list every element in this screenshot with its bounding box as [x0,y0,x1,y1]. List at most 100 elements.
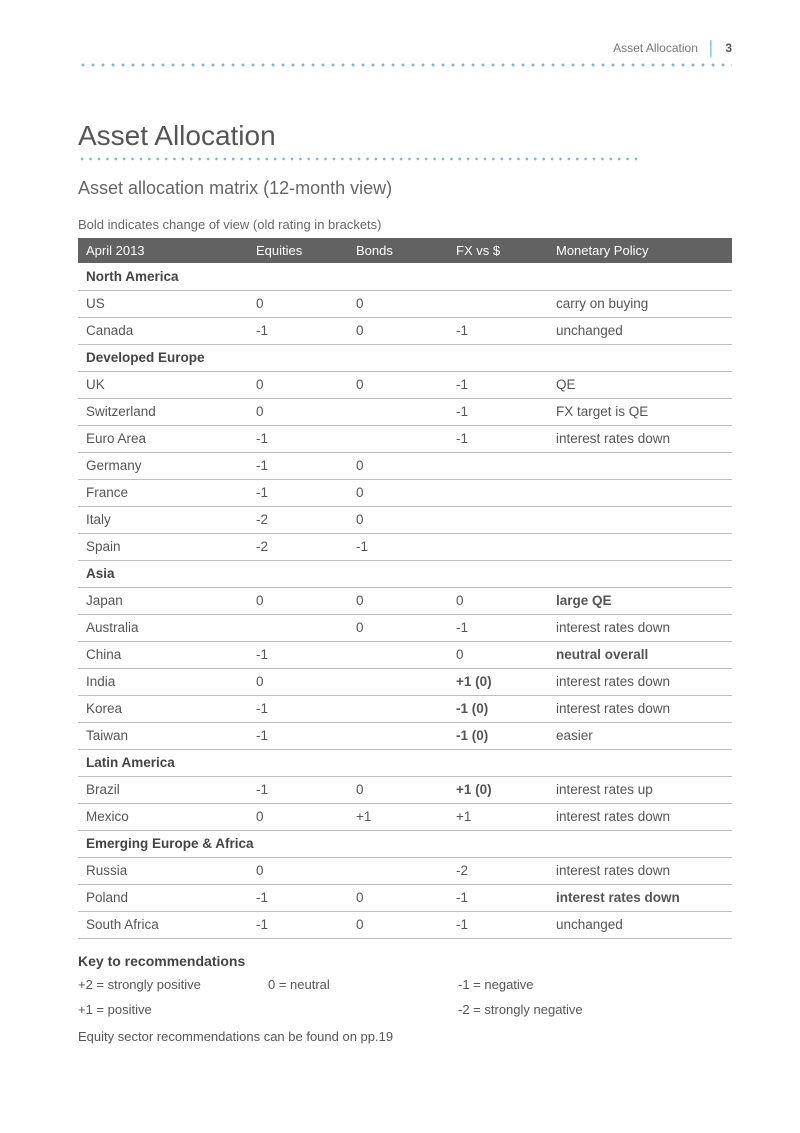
table-row: Poland-10-1interest rates down [78,884,732,911]
cell-fx [448,533,548,560]
key-item: +2 = strongly positive [78,977,268,992]
cell-mp: large QE [548,587,732,614]
cell-country: Germany [78,452,248,479]
cell-country: China [78,641,248,668]
cell-equities: -1 [248,317,348,344]
table-row: France-10 [78,479,732,506]
cell-fx [448,452,548,479]
cell-bonds [348,425,448,452]
cell-fx: -1 (0) [448,722,548,749]
key-item: -2 = strongly negative [458,1002,732,1017]
cell-country: UK [78,371,248,398]
table-row: Mexico0+1+1interest rates down [78,803,732,830]
dotted-rule-title [78,156,638,162]
th-equities: Equities [248,238,348,263]
cell-bonds [348,398,448,425]
cell-equities: 0 [248,857,348,884]
cell-equities: 0 [248,290,348,317]
cell-country: Australia [78,614,248,641]
cell-country: Russia [78,857,248,884]
cell-equities: 0 [248,587,348,614]
cell-equities: -2 [248,533,348,560]
cell-fx: -1 [448,317,548,344]
cell-mp: interest rates down [548,668,732,695]
cell-fx: -2 [448,857,548,884]
cell-country: Italy [78,506,248,533]
cell-bonds: 0 [348,884,448,911]
region-row: Emerging Europe & Africa [78,830,732,857]
table-row: Italy-20 [78,506,732,533]
table-head: April 2013 Equities Bonds FX vs $ Moneta… [78,238,732,263]
cell-mp: FX target is QE [548,398,732,425]
cell-mp [548,479,732,506]
cell-equities: -1 [248,722,348,749]
cell-equities: -1 [248,884,348,911]
cell-fx: -1 [448,614,548,641]
cell-bonds: 0 [348,452,448,479]
th-fx: FX vs $ [448,238,548,263]
region-label: Developed Europe [78,344,732,371]
cell-mp: interest rates down [548,425,732,452]
cell-mp: easier [548,722,732,749]
cell-fx: -1 [448,884,548,911]
cell-mp: unchanged [548,317,732,344]
table-row: India0+1 (0)interest rates down [78,668,732,695]
table-body: North AmericaUS00carry on buyingCanada-1… [78,263,732,938]
cell-country: Taiwan [78,722,248,749]
region-label: North America [78,263,732,290]
page-subtitle: Asset allocation matrix (12-month view) [78,178,732,199]
cell-mp [548,533,732,560]
cell-fx [448,506,548,533]
region-row: Developed Europe [78,344,732,371]
key-item: 0 = neutral [268,977,458,992]
cell-country: Spain [78,533,248,560]
table-row: Japan000large QE [78,587,732,614]
cell-fx [448,290,548,317]
cell-bonds [348,857,448,884]
table-row: Russia0 -2interest rates down [78,857,732,884]
cell-equities: -1 [248,479,348,506]
cell-bonds: 0 [348,776,448,803]
cell-country: Euro Area [78,425,248,452]
table-row: Germany-10 [78,452,732,479]
key-section: Key to recommendations +2 = strongly pos… [78,953,732,1044]
cell-mp [548,452,732,479]
key-footnote: Equity sector recommendations can be fou… [78,1029,732,1044]
key-heading: Key to recommendations [78,953,732,969]
cell-mp: interest rates down [548,803,732,830]
region-row: Asia [78,560,732,587]
cell-bonds [348,641,448,668]
th-bonds: Bonds [348,238,448,263]
cell-country: France [78,479,248,506]
cell-fx [448,479,548,506]
cell-country: South Africa [78,911,248,938]
cell-fx: +1 (0) [448,776,548,803]
table-row: Switzerland0-1FX target is QE [78,398,732,425]
cell-equities: 0 [248,803,348,830]
cell-mp: interest rates down [548,695,732,722]
key-item: -1 = negative [458,977,732,992]
region-row: North America [78,263,732,290]
cell-bonds [348,722,448,749]
cell-fx: 0 [448,641,548,668]
region-label: Latin America [78,749,732,776]
cell-mp: interest rates down [548,857,732,884]
cell-bonds: -1 [348,533,448,560]
table-row: Korea-1-1 (0)interest rates down [78,695,732,722]
cell-mp: interest rates down [548,884,732,911]
cell-equities: -1 [248,452,348,479]
cell-mp: interest rates up [548,776,732,803]
cell-bonds: 0 [348,587,448,614]
cell-bonds: +1 [348,803,448,830]
region-row: Latin America [78,749,732,776]
cell-bonds: 0 [348,290,448,317]
cell-fx: -1 [448,398,548,425]
region-label: Emerging Europe & Africa [78,830,732,857]
cell-equities: 0 [248,371,348,398]
cell-bonds: 0 [348,911,448,938]
cell-equities: -2 [248,506,348,533]
cell-fx: -1 [448,911,548,938]
table-row: Canada-10-1unchanged [78,317,732,344]
header-separator: │ [707,40,716,56]
cell-country: US [78,290,248,317]
